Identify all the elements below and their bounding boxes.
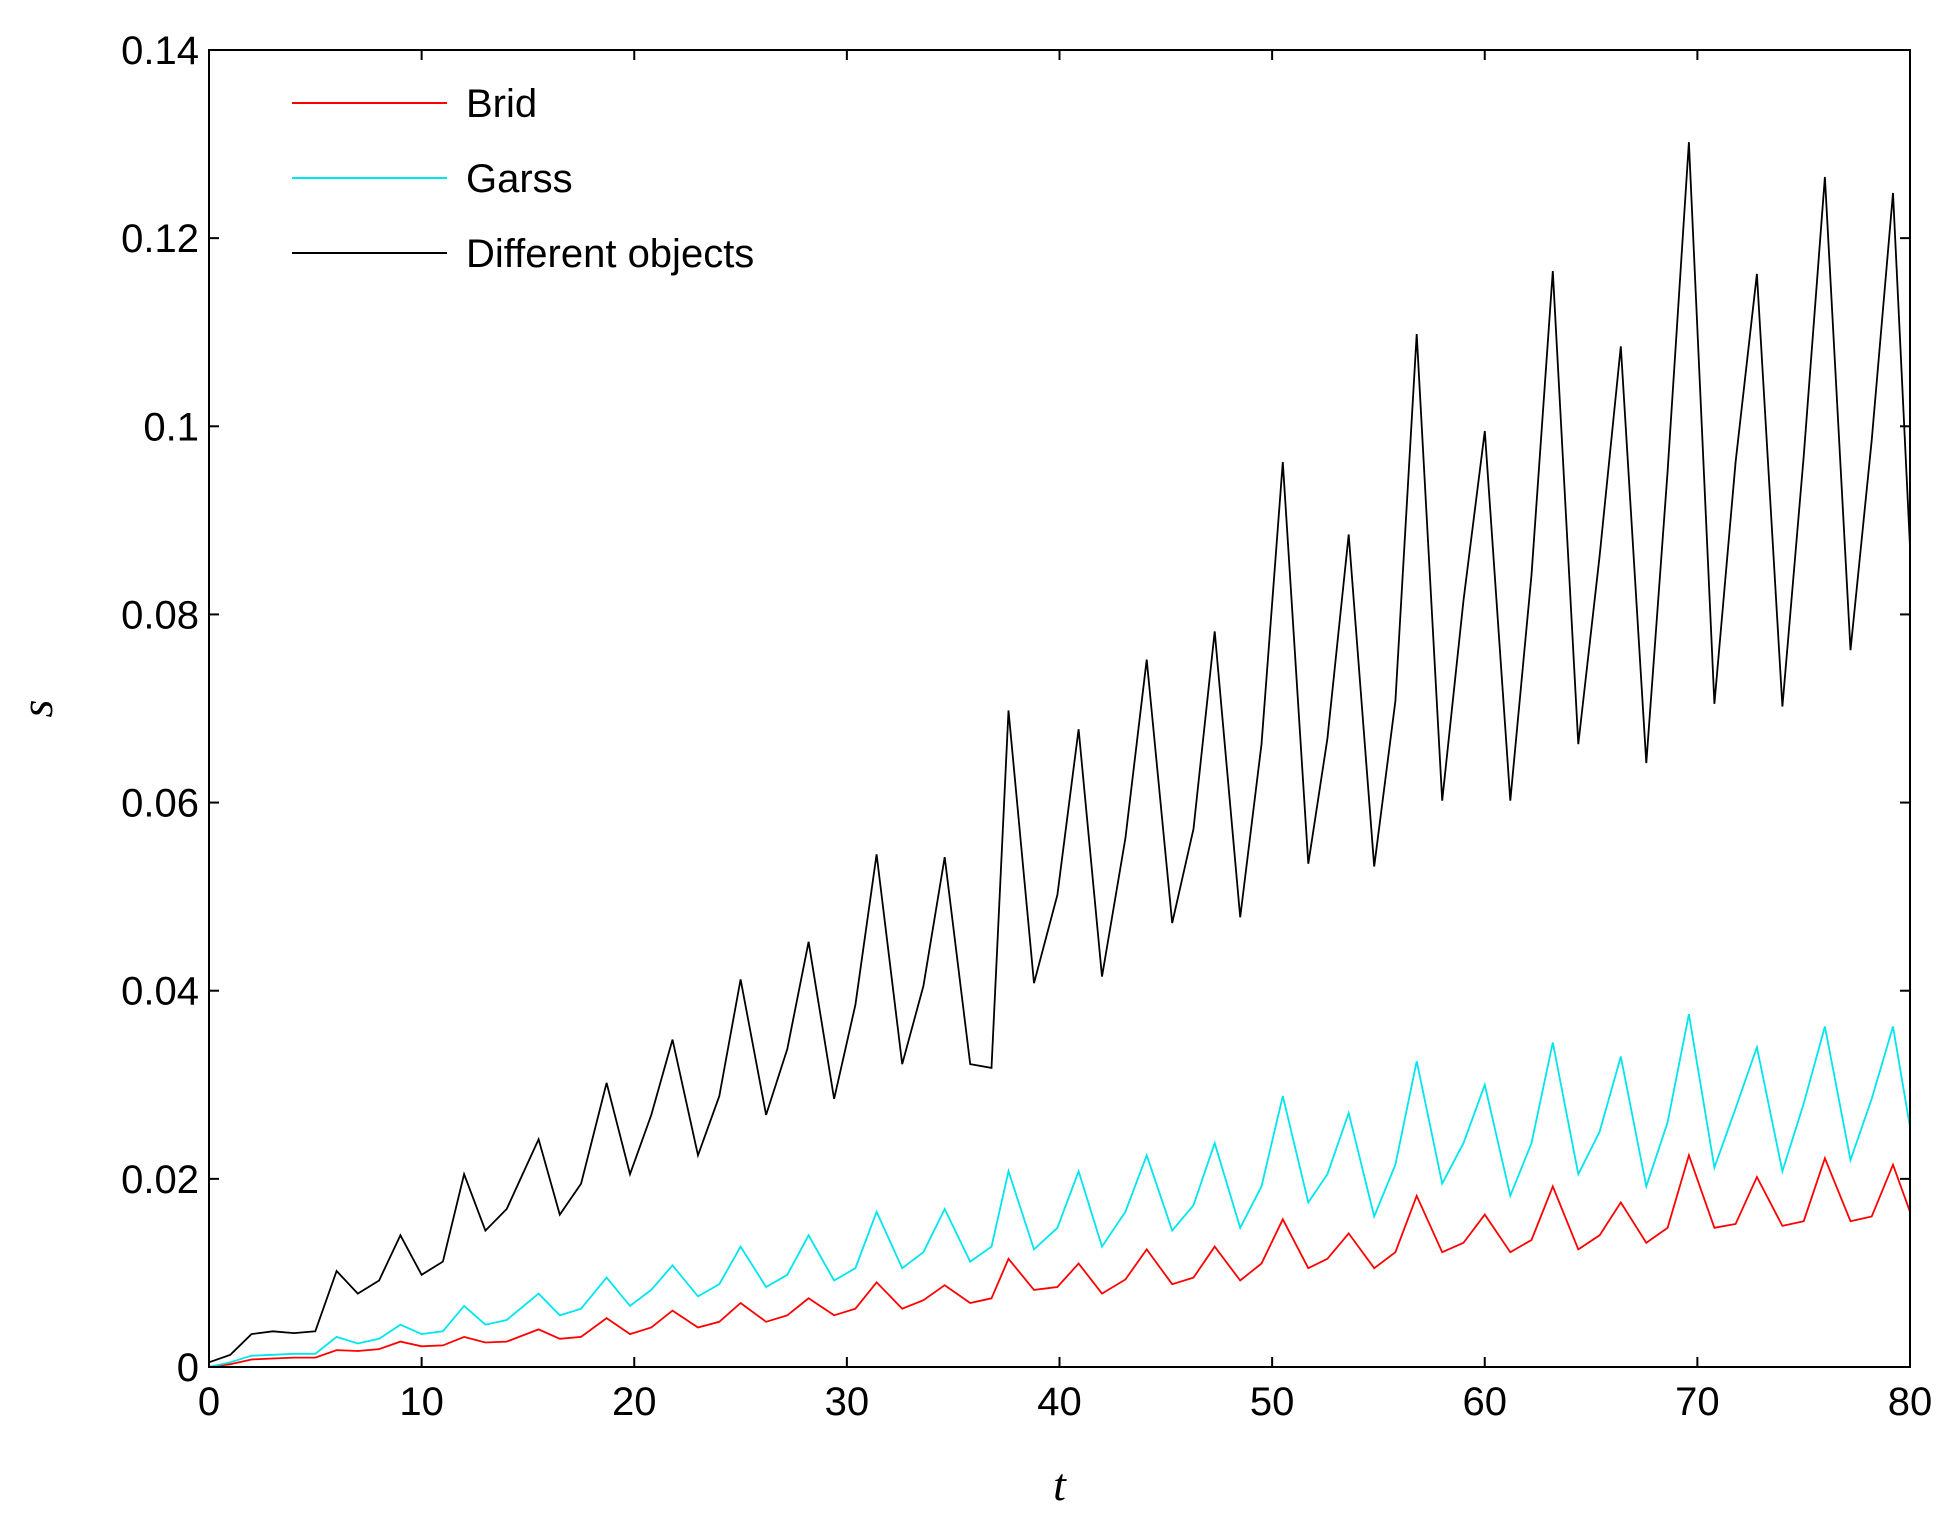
- y-tick-label: 0.1: [143, 405, 199, 449]
- legend-label: Garss: [466, 157, 573, 201]
- x-axis-label: t: [1053, 1459, 1067, 1510]
- x-tick-label: 20: [612, 1380, 657, 1424]
- x-tick-label: 30: [825, 1380, 870, 1424]
- legend-label: Brid: [466, 82, 537, 126]
- axis-ticks: [208, 49, 1911, 1368]
- y-tick-label: 0.04: [121, 970, 199, 1014]
- x-tick-label: 0: [198, 1380, 220, 1424]
- x-tick-label: 40: [1037, 1380, 1082, 1424]
- x-tick-label: 70: [1675, 1380, 1720, 1424]
- legend-label: Different objects: [466, 232, 754, 276]
- series-line-2: [208, 142, 1911, 1364]
- plot-lines: [208, 142, 1911, 1368]
- x-tick-label: 60: [1463, 1380, 1508, 1424]
- y-tick-label: 0.08: [121, 593, 199, 637]
- y-tick-label: 0.12: [121, 217, 199, 261]
- legend: Brid Garss Different objects: [292, 82, 754, 276]
- x-tick-label: 50: [1250, 1380, 1295, 1424]
- y-tick-label: 0.14: [121, 29, 199, 73]
- y-tick-labels: 0 0.02 0.04 0.06 0.08 0.1 0.12 0.14: [121, 29, 199, 1390]
- y-tick-label: 0.06: [121, 782, 199, 826]
- y-axis-label: s: [11, 700, 62, 718]
- x-tick-label: 10: [399, 1380, 444, 1424]
- series-line-0: [208, 1152, 1911, 1368]
- y-tick-label: 0: [177, 1346, 199, 1390]
- y-tick-label: 0.02: [121, 1158, 199, 1202]
- x-tick-label: 80: [1888, 1380, 1933, 1424]
- series-line-1: [208, 1014, 1911, 1368]
- x-tick-labels: 0 10 20 30 40 50 60 70 80: [198, 1380, 1932, 1424]
